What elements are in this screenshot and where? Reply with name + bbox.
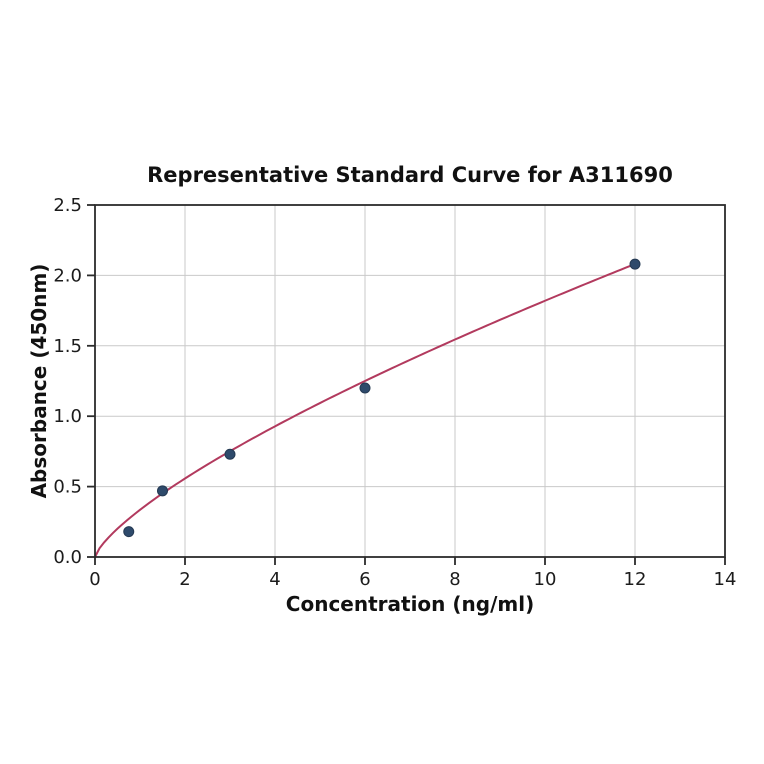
y-tick-label: 0.0: [53, 547, 82, 568]
x-ticks: 0 2 4 6 8 10 12 14: [89, 557, 736, 590]
chart-title: Representative Standard Curve for A31169…: [147, 163, 673, 187]
x-axis-label: Concentration (ng/ml): [286, 592, 534, 616]
y-tick-label: 2.5: [53, 195, 82, 216]
data-point: [359, 382, 371, 394]
x-tick-label: 8: [449, 569, 460, 590]
x-tick-label: 12: [624, 569, 647, 590]
plot-border: [94, 204, 726, 558]
y-tick-label: 1.5: [53, 336, 82, 357]
x-tick-label: 4: [269, 569, 280, 590]
x-tick-label: 10: [534, 569, 557, 590]
y-tick-label: 2.0: [53, 265, 82, 286]
data-point: [224, 448, 236, 460]
y-tick-label: 0.5: [53, 477, 82, 498]
y-ticks: 0.0 0.5 1.0 1.5 2.0 2.5: [53, 195, 95, 568]
fit-curve-path: [94, 263, 636, 558]
data-point: [157, 485, 168, 497]
y-tick-label: 1.0: [53, 406, 82, 427]
data-point: [629, 258, 641, 270]
data-points: [123, 258, 641, 538]
data-point: [123, 526, 135, 538]
x-tick-label: 2: [179, 569, 190, 590]
x-tick-label: 0: [89, 569, 100, 590]
fit-curve: [94, 263, 636, 558]
y-axis-label: Absorbance (450nm): [27, 264, 51, 499]
x-tick-label: 14: [714, 569, 737, 590]
x-tick-label: 6: [359, 569, 370, 590]
